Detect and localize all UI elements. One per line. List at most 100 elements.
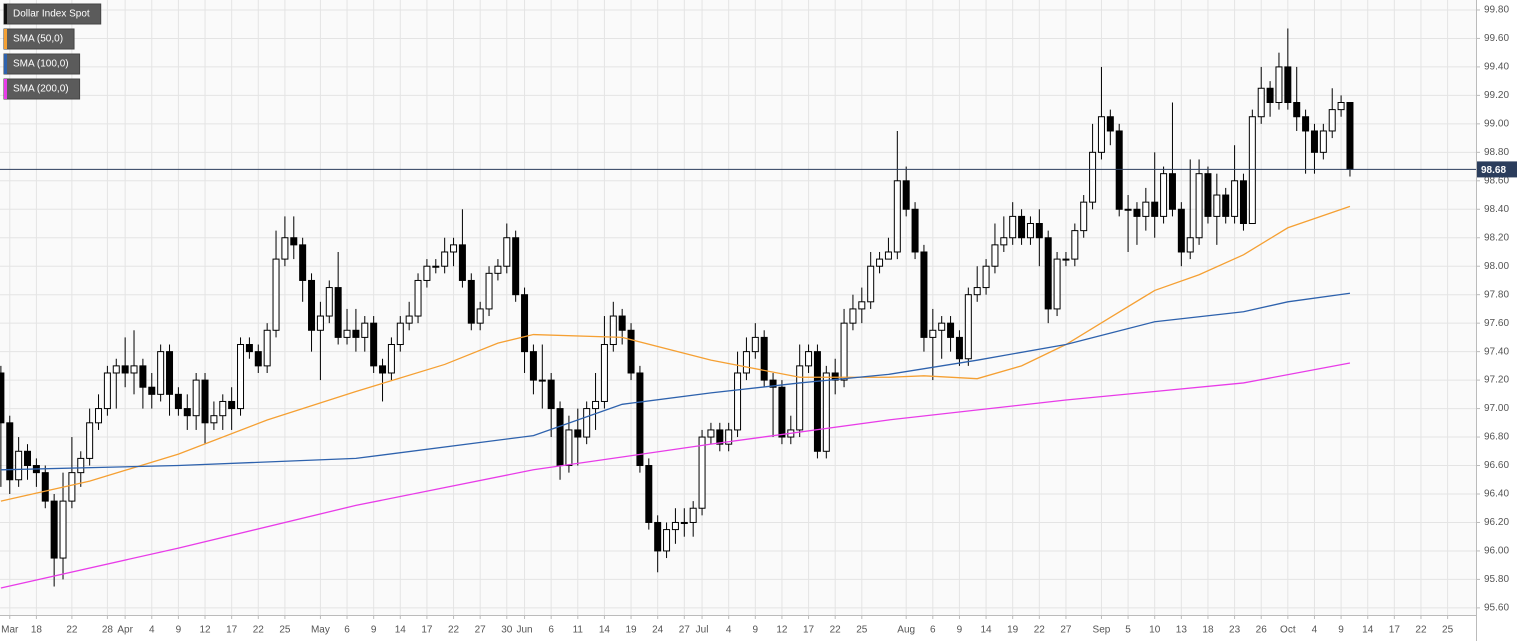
candle-body-up bbox=[95, 408, 103, 424]
candle-body-up bbox=[325, 287, 333, 317]
x-tick-label: 17 bbox=[1389, 625, 1401, 636]
candle-body-up bbox=[858, 301, 866, 310]
x-tick-label: 28 bbox=[102, 625, 114, 636]
x-tick-label: 9 bbox=[957, 625, 963, 636]
candle-body-up bbox=[1328, 109, 1336, 132]
candle-body-up bbox=[281, 237, 289, 260]
candle-body-down bbox=[947, 322, 955, 338]
x-tick-label: 26 bbox=[1256, 625, 1268, 636]
x-tick-label: 19 bbox=[1007, 625, 1019, 636]
plot bbox=[0, 28, 1476, 589]
y-tick-label: 97.00 bbox=[1484, 403, 1509, 414]
x-tick-label: 6 bbox=[548, 625, 554, 636]
sma-line bbox=[0, 292, 1351, 471]
candle-body-up bbox=[1009, 215, 1017, 239]
candle-body-up bbox=[485, 272, 493, 310]
candle-body-up bbox=[680, 521, 688, 524]
candle-body-up bbox=[1195, 173, 1203, 239]
x-tick-label: 14 bbox=[395, 625, 407, 636]
candle-body-down bbox=[308, 279, 316, 331]
candle-body-down bbox=[1168, 173, 1176, 210]
y-tick-label: 96.40 bbox=[1484, 489, 1509, 500]
candle-body-down bbox=[911, 208, 919, 253]
candle-body-down bbox=[174, 393, 182, 410]
candle-body-up bbox=[884, 251, 892, 260]
candle-body-down bbox=[1266, 87, 1274, 103]
candle-body-up bbox=[1124, 208, 1132, 211]
x-tick-label: 4 bbox=[726, 625, 732, 636]
candle-body-down bbox=[1151, 201, 1159, 217]
legend-swatch bbox=[4, 29, 7, 49]
candle-body-up bbox=[982, 265, 990, 289]
candle-body-up bbox=[1089, 151, 1097, 203]
sma-line bbox=[0, 362, 1351, 589]
candle-body-up bbox=[59, 500, 67, 559]
candle-body-down bbox=[1177, 208, 1185, 253]
candle-body-up bbox=[583, 408, 591, 438]
candle-body-down bbox=[547, 379, 555, 410]
candle-body-up bbox=[964, 294, 972, 360]
candle-body-down bbox=[139, 365, 147, 388]
y-tick-label: 99.40 bbox=[1484, 62, 1509, 73]
y-tick-label: 99.60 bbox=[1484, 33, 1509, 44]
sma-line bbox=[0, 205, 1351, 502]
candle-body-up bbox=[86, 422, 94, 459]
plot-background bbox=[0, 0, 1476, 615]
candle-body-down bbox=[1106, 116, 1114, 132]
candle-body-up bbox=[893, 180, 901, 253]
x-tick-label: 22 bbox=[66, 625, 78, 636]
candle-body-down bbox=[521, 294, 529, 353]
candle-body-down bbox=[352, 329, 360, 338]
candle-body-up bbox=[1257, 87, 1265, 118]
candle-body-up bbox=[387, 344, 395, 374]
candle-body-up bbox=[361, 322, 369, 338]
x-tick-label: 17 bbox=[226, 625, 238, 636]
candle-body-up bbox=[130, 365, 138, 374]
candle-body-down bbox=[458, 244, 466, 281]
candle-body-up bbox=[663, 529, 671, 552]
candle-body-down bbox=[121, 365, 129, 374]
candle-body-up bbox=[973, 287, 981, 296]
y-tick-label: 97.40 bbox=[1484, 346, 1509, 357]
candle-body-up bbox=[15, 450, 23, 481]
candle-body-down bbox=[379, 365, 387, 374]
candle-body-down bbox=[1035, 223, 1043, 239]
candle-body-down bbox=[24, 450, 32, 467]
candle-body-up bbox=[157, 351, 165, 395]
candle-body-up bbox=[450, 244, 458, 253]
candle-body-up bbox=[565, 429, 573, 467]
x-tick-label: 11 bbox=[573, 625, 584, 636]
candle-body-up bbox=[991, 244, 999, 267]
candle-body-up bbox=[494, 265, 502, 274]
candle-body-down bbox=[574, 429, 582, 438]
candle-body-up bbox=[1275, 66, 1283, 103]
x-tick-label: 27 bbox=[1060, 625, 1072, 636]
candle-body-up bbox=[600, 344, 608, 402]
y-tick-label: 95.60 bbox=[1484, 603, 1509, 614]
candle-body-down bbox=[769, 379, 777, 388]
x-tick-label: 17 bbox=[421, 625, 433, 636]
candle-body-up bbox=[1000, 237, 1008, 246]
legend-swatch bbox=[4, 4, 7, 24]
candle-body-up bbox=[592, 400, 600, 410]
candle-body-up bbox=[1319, 130, 1327, 153]
candle-body-up bbox=[103, 372, 111, 410]
x-tick-label: 25 bbox=[856, 625, 868, 636]
candle-body-up bbox=[929, 329, 937, 338]
candle-body-up bbox=[219, 400, 227, 417]
candle-body-down bbox=[760, 336, 768, 381]
x-tick-label: 4 bbox=[1312, 625, 1318, 636]
candle-body-down bbox=[0, 372, 5, 424]
candle-body-down bbox=[1239, 180, 1247, 225]
candle-body-down bbox=[1310, 130, 1318, 153]
legend-label: SMA (100,0) bbox=[13, 59, 69, 70]
x-tick-label: 19 bbox=[625, 625, 637, 636]
candle-body-down bbox=[1222, 194, 1230, 217]
x-tick-label: Aug bbox=[897, 625, 915, 636]
candle-body-down bbox=[183, 408, 191, 417]
candle-body-down bbox=[1115, 130, 1123, 210]
candle-body-down bbox=[636, 372, 644, 467]
candle-body-up bbox=[725, 429, 733, 445]
candle-body-down bbox=[618, 315, 626, 331]
candle-body-down bbox=[201, 379, 209, 424]
